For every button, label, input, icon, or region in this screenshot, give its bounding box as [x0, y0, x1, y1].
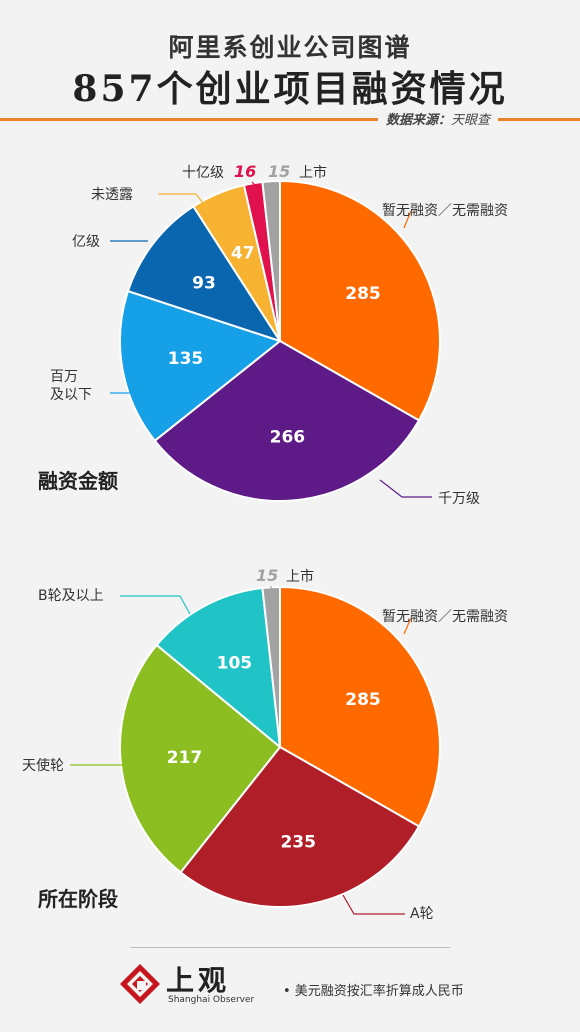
pie-slice: [119, 643, 282, 874]
data-label: 217: [167, 748, 203, 768]
leader-line: [342, 894, 405, 915]
pie-title: 融资金额: [38, 469, 118, 493]
data-label: 235: [280, 832, 316, 852]
data-label: 16: [234, 162, 256, 181]
data-label: 15: [268, 162, 290, 181]
leader-line: [403, 210, 412, 229]
source-label: 数据来源: [385, 113, 438, 128]
category-label: 亿级: [72, 234, 100, 250]
leader-line: [251, 181, 257, 187]
pie-slice: [279, 179, 441, 422]
chart-title-line2: 857个创业项目融资情况: [72, 68, 508, 110]
pie-slice: [279, 585, 441, 828]
data-label: 47: [231, 244, 255, 264]
pie-slice: [261, 179, 281, 342]
category-label: 百万: [50, 369, 78, 385]
category-label: 及以下: [50, 387, 92, 403]
category-label: 未透露: [91, 187, 133, 203]
data-label: 285: [345, 284, 381, 304]
pie-slice: [179, 745, 421, 908]
footnote: • 美元融资按汇率折算成人民币: [283, 984, 464, 999]
brand-name: 上观: [166, 964, 231, 997]
pie-slice: [126, 205, 283, 343]
category-label: 千万级: [438, 491, 480, 507]
pie-slice: [153, 339, 421, 502]
category-label: B轮及以上: [38, 588, 104, 604]
category-label: A轮: [410, 906, 434, 922]
leader-line: [271, 181, 274, 187]
category-label: 十亿级: [182, 165, 224, 181]
data-label: 105: [217, 654, 253, 674]
pie-title: 所在阶段: [38, 887, 118, 911]
leader-line: [110, 375, 167, 394]
leader-line: [158, 193, 207, 208]
data-label: 266: [270, 428, 306, 448]
data-label: 15: [256, 566, 278, 585]
leader-line: [403, 617, 412, 635]
source-value: 天眼查: [450, 113, 490, 128]
pie-slice: [155, 586, 282, 750]
footer-divider: [130, 947, 450, 948]
leader-line: [120, 595, 191, 615]
data-label: 93: [192, 273, 216, 293]
data-label: 285: [345, 690, 381, 710]
category-label: 暂无融资／无需融资: [382, 609, 508, 625]
chart-title-line1: 阿里系创业公司图谱: [168, 33, 412, 62]
category-label: 天使轮: [22, 757, 64, 774]
data-label: 135: [168, 349, 204, 369]
category-label: 上市: [299, 164, 327, 181]
header-divider: [0, 118, 580, 121]
category-label: 上市: [286, 568, 314, 585]
leader-line: [379, 479, 432, 498]
brand-name-en: Shanghai Observer: [168, 995, 255, 1005]
shanghai-observer-logo-icon: [120, 964, 160, 1004]
data-source: 数据来源：天眼查: [377, 112, 498, 130]
category-label: 暂无融资／无需融资: [382, 203, 508, 219]
